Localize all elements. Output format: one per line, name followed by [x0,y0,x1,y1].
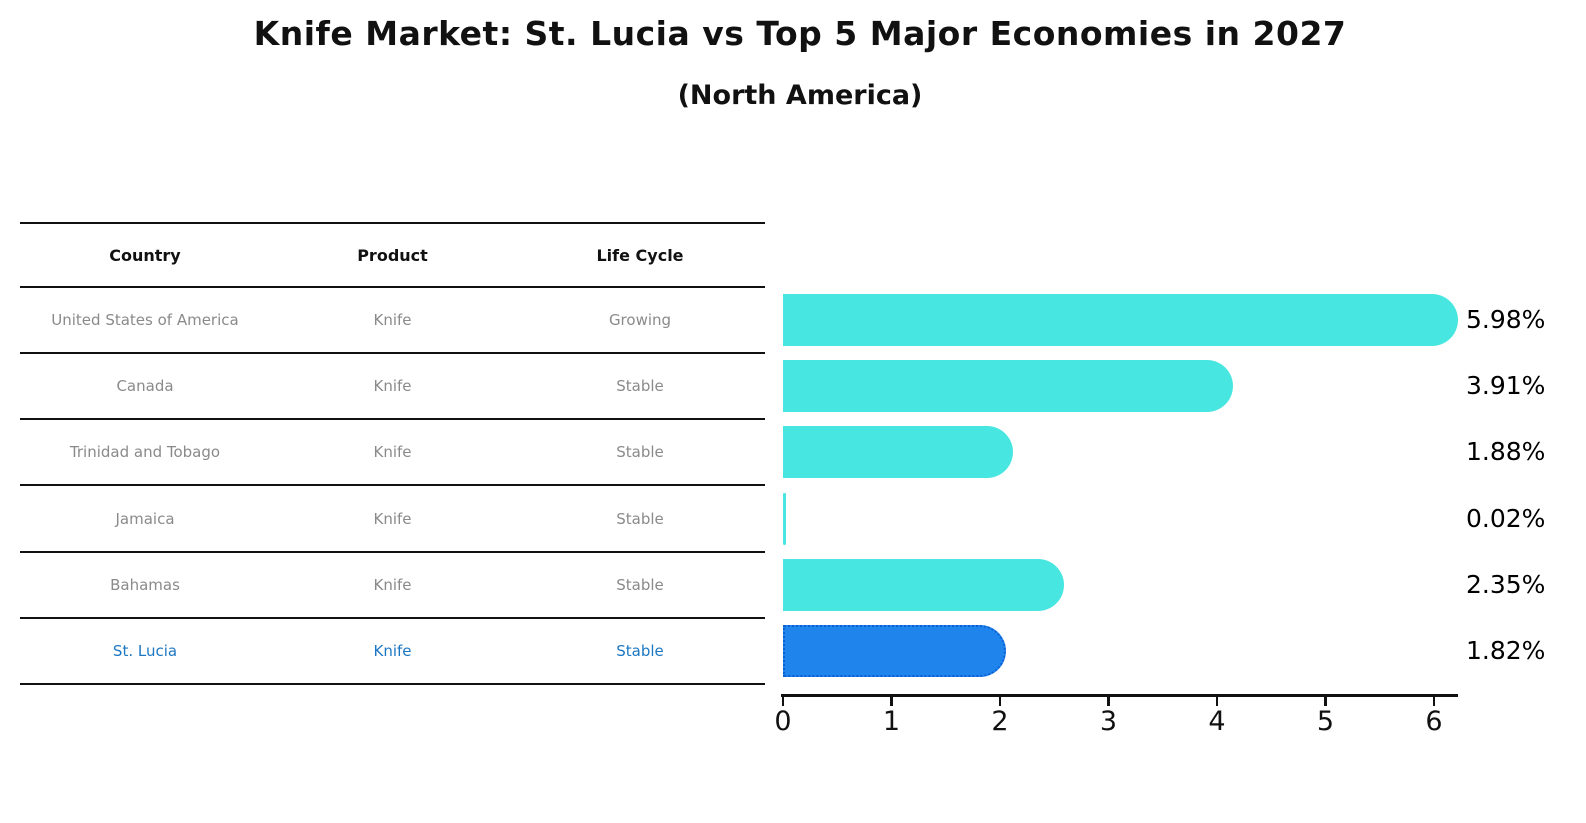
bar-jamaica [783,492,786,545]
table-cell-product: Knife [373,311,412,330]
table-cell-country: Bahamas [110,575,180,594]
table-cell-country: United States of America [51,311,239,330]
x-tick-label: 0 [774,706,792,737]
table-row: Canada Knife Stable [20,354,765,421]
table-cell-product: Knife [373,509,412,528]
table-header-row: Country Product Life Cycle [20,224,765,288]
table-cell-product: Knife [373,575,412,594]
table-cell-life-cycle: Growing [608,311,672,330]
x-axis-line [781,694,1458,697]
x-tick-label: 4 [1208,706,1226,737]
x-tick [1324,697,1327,706]
x-tick [781,697,785,706]
table-header-country: Country [109,245,181,265]
x-tick [1432,697,1436,706]
table-body: United States of America Knife Growing Cana… [20,288,765,685]
table-cell-life-cycle: Stable [616,641,664,660]
x-tick-label: 6 [1425,706,1443,737]
value-label: 5.98% [1466,305,1546,335]
table-cell-life-cycle: Stable [616,377,664,396]
x-tick [1215,697,1219,706]
value-label: 1.82% [1466,635,1546,665]
table-row: St. Lucia Knife Stable [20,619,765,685]
table-cell-product: Knife [373,641,412,660]
x-tick [890,697,893,706]
value-label: 1.88% [1466,437,1546,467]
x-tick-label: 2 [991,706,1009,737]
table-cell-country: St. Lucia [112,641,178,660]
table-row: Trinidad and Tobago Knife Stable [20,420,765,487]
bar-canada [783,360,1234,413]
table-cell-life-cycle: Stable [616,443,664,462]
bar-bahamas [783,558,1064,611]
table-cell-country: Trinidad and Tobago [69,443,221,462]
table-row: Jamaica Knife Stable [20,486,765,553]
table-row: Bahamas Knife Stable [20,553,765,619]
x-tick [1107,697,1110,706]
table-row: United States of America Knife Growing [20,288,765,355]
table-header-product: Product [357,245,428,265]
x-tick-label: 1 [882,706,901,737]
x-tick-label: 5 [1316,706,1335,737]
table-cell-product: Knife [373,443,412,462]
chart-subtitle: (North America) [677,80,923,111]
bar-st-lucia [783,624,1007,677]
value-label: 2.35% [1466,569,1546,599]
table-header-life-cycle: Life Cycle [596,245,684,265]
chart-title: Knife Market: St. Lucia vs Top 5 Major E… [253,14,1347,53]
bar-united-states-of-america [783,294,1458,347]
comparison-table: Country Product Life Cycle United States… [20,222,765,685]
table-cell-country: Canada [116,377,174,396]
table-cell-life-cycle: Stable [616,575,664,594]
bar-trinidad-and-tobago [783,426,1013,479]
table-cell-country: Jamaica [115,509,175,528]
value-label: 3.91% [1466,371,1546,401]
x-tick-label: 3 [1099,706,1118,737]
table-cell-product: Knife [373,377,412,396]
x-tick [998,697,1002,706]
table-cell-life-cycle: Stable [616,509,664,528]
value-label: 0.02% [1466,503,1546,533]
